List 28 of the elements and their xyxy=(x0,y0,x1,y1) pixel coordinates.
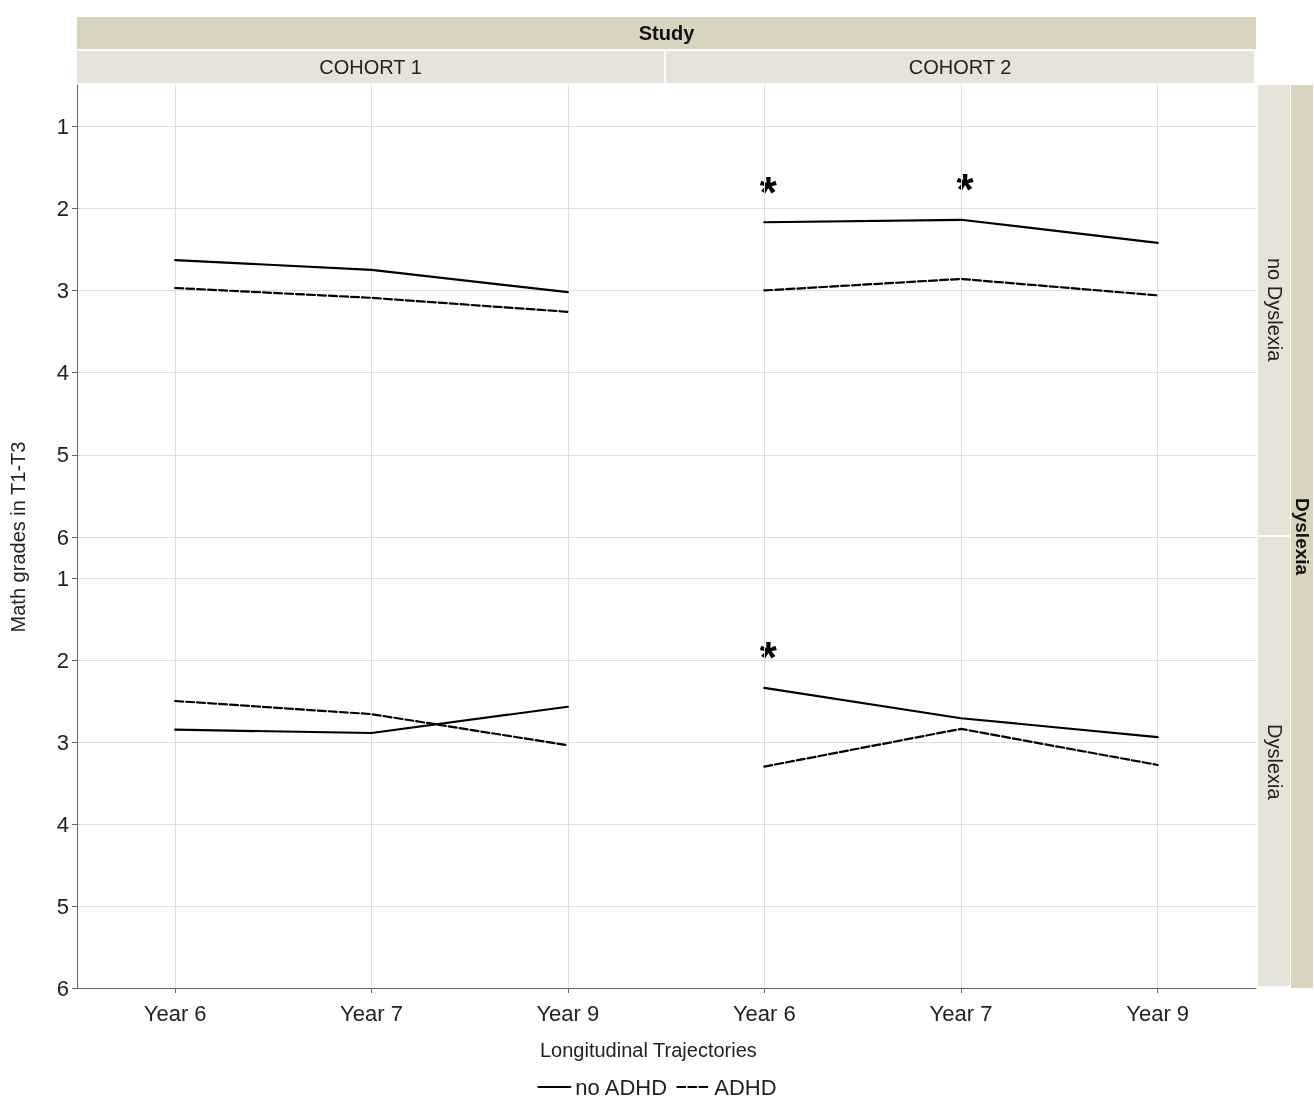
legend-label: no ADHD xyxy=(575,1074,668,1100)
y-tick-label: 3 xyxy=(56,729,69,755)
header-strip: COHORT 2 xyxy=(666,51,1254,83)
y-tick-label: 3 xyxy=(56,277,69,303)
header-strip: Study xyxy=(77,17,1256,49)
x-tick-label: Year 9 xyxy=(1126,1000,1190,1026)
x-tick-label: Year 9 xyxy=(536,1000,600,1026)
side-strip: no Dyslexia xyxy=(1258,85,1290,535)
x-tick-label: Year 6 xyxy=(732,1000,796,1026)
y-axis-title: Math grades in T1-T3 xyxy=(7,441,29,633)
x-tick-label: Year 6 xyxy=(143,1000,207,1026)
side-strip: Dyslexia xyxy=(1291,85,1313,988)
x-tick-label: Year 7 xyxy=(340,1000,403,1026)
header-strip: COHORT 1 xyxy=(77,51,664,83)
y-tick-label: 5 xyxy=(56,893,69,919)
y-tick-label: 6 xyxy=(56,975,69,1001)
y-tick-label: 4 xyxy=(56,811,69,837)
y-tick-label: 2 xyxy=(56,195,69,221)
side-strip: Dyslexia xyxy=(1258,537,1290,986)
y-tick-label: 4 xyxy=(56,360,69,386)
y-tick-label: 5 xyxy=(56,442,69,468)
y-tick-label: 1 xyxy=(56,113,69,139)
x-axis-title: Longitudinal Trajectories xyxy=(540,1039,757,1061)
legend-label: ADHD xyxy=(714,1074,777,1100)
y-tick-label: 2 xyxy=(56,647,69,673)
y-tick-label: 6 xyxy=(56,524,69,550)
x-tick-label: Year 7 xyxy=(929,1000,993,1026)
y-tick-label: 1 xyxy=(56,565,69,591)
